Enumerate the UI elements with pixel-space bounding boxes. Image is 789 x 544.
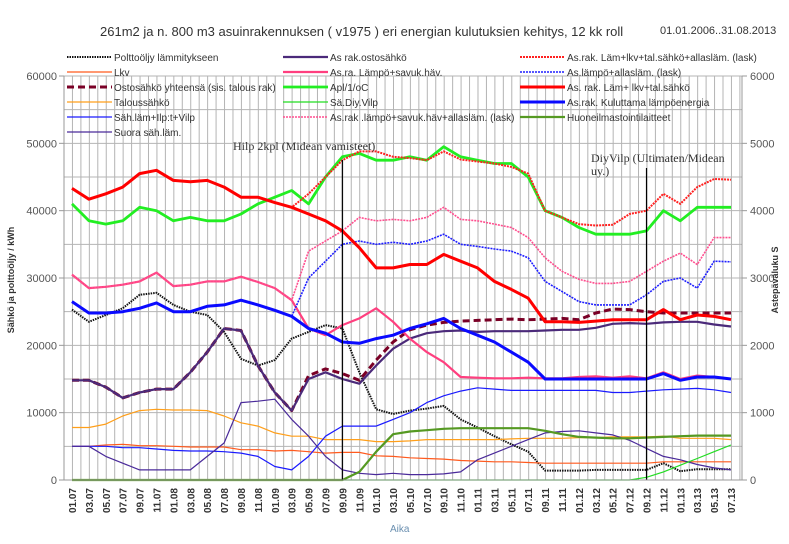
x-tick-label: 09.09 <box>338 488 349 513</box>
legend-label: As.ra. Lämpö+savuk.häv. <box>330 68 442 79</box>
legend-label: As. rak. Läm+ lkv+tal.sähkö <box>567 83 690 94</box>
y-tick-label: 60000 <box>26 71 57 83</box>
y2-tick-label: 3000 <box>750 273 774 285</box>
x-tick-label: 05.08 <box>203 488 214 513</box>
series-line <box>71 150 732 227</box>
x-axis-label: Aika <box>390 524 410 535</box>
annotation-text: Hilp 2kpl (Midean vamisteet) <box>233 139 375 153</box>
x-tick-label: 11.12 <box>659 488 670 513</box>
legend-label: Suora säh.läm. <box>114 128 181 139</box>
legend: Polttoöljy lämmitykseen Lkv Ostosähkö yhte… <box>67 53 757 139</box>
legend-label: Lkv <box>114 68 130 79</box>
x-tick-label: 05.11 <box>507 488 518 513</box>
x-tick-label: 05.13 <box>710 488 721 513</box>
x-tick-label: 09.12 <box>643 488 654 513</box>
legend-label: Ostosähkö yhteensä (sis. talous rak) <box>114 83 276 94</box>
legend-label: Taloussähkö <box>114 98 170 109</box>
x-tick-label: 01.09 <box>271 488 282 513</box>
x-tick-label: 11.10 <box>457 488 468 513</box>
annotations: Hilp 2kpl (Midean vamisteet) DiyVilp (Ult… <box>233 139 725 480</box>
series-line <box>72 307 731 413</box>
y-axis-label: Sähkö ja polttoöljy / kWh <box>6 227 16 334</box>
legend-label: Apl/1/oC <box>330 83 368 94</box>
x-tick-label: 05.12 <box>609 488 620 513</box>
y-tick-label: 0 <box>51 475 57 487</box>
legend-label: As.lämpö+allasläm. (lask) <box>567 68 681 79</box>
y2-tick-label: 5000 <box>750 138 774 150</box>
x-tick-label: 01.07 <box>68 488 79 513</box>
series-line <box>71 145 731 236</box>
annotation-text: DiyVilp (Ultimaten/Midean <box>591 151 725 165</box>
legend-label: As.rak. Läm+lkv+tal.sähkö+allasläm. (las… <box>567 53 757 64</box>
x-tick-label: 01.12 <box>575 488 586 513</box>
x-tick-label: 09.10 <box>440 488 451 513</box>
legend-label: Säh.läm+Ilp:t+Vilp <box>114 113 195 124</box>
series-line <box>71 233 732 318</box>
grid <box>63 75 742 481</box>
chart-title: 261m2 ja n. 800 m3 asuinrakennuksen ( v1… <box>100 24 623 39</box>
x-tick-label: 05.10 <box>406 488 417 513</box>
x-tick-label: 07.07 <box>119 488 130 513</box>
date-range: 01.01.2006..31.08.2013 <box>660 25 776 37</box>
y-tick-label: 10000 <box>26 408 57 420</box>
series-line <box>71 298 732 382</box>
legend-label: Sä.Diy.Vilp <box>330 98 378 109</box>
x-tick-label: 07.09 <box>321 488 332 513</box>
annotation-text: uy.) <box>591 164 609 178</box>
x-tick-label: 03.13 <box>693 488 704 513</box>
legend-label: As.rak .lämpö+savuk.häv+allasläm. (lask) <box>330 113 515 124</box>
x-tick-label: 03.10 <box>389 488 400 513</box>
y-tick-label: 30000 <box>26 273 57 285</box>
x-tick-label: 07.08 <box>220 488 231 513</box>
legend-label: As rak.ostosähkö <box>330 53 407 64</box>
y2-tick-label: 6000 <box>750 71 774 83</box>
x-tick-label: 03.12 <box>592 488 603 513</box>
x-tick-label: 11.08 <box>254 488 265 513</box>
x-tick-label: 01.13 <box>676 488 687 513</box>
y2-tick-label: 2000 <box>750 340 774 352</box>
y-tick-label: 40000 <box>26 206 57 218</box>
series-line <box>72 320 732 412</box>
series-line <box>72 443 731 464</box>
y2-tick-label: 1000 <box>750 408 774 420</box>
y2-axis-label: Astepäväluku S <box>770 246 780 313</box>
y-tick-label: 50000 <box>26 138 57 150</box>
legend-label: Huoneilmastointilaitteet <box>567 113 671 124</box>
x-tick-label: 09.11 <box>541 488 552 513</box>
series-line <box>72 408 732 443</box>
axes: 0 10000 20000 30000 40000 50000 60000 0 1000 2000… <box>26 71 774 513</box>
x-tick-label: 11.07 <box>152 488 163 513</box>
x-tick-label: 07.12 <box>626 488 637 513</box>
x-tick-label: 07.13 <box>727 488 738 513</box>
y2-tick-label: 4000 <box>750 206 774 218</box>
x-tick-label: 05.09 <box>305 488 316 513</box>
x-tick-label: 01.11 <box>474 488 485 513</box>
x-tick-label: 03.09 <box>288 488 299 513</box>
x-tick-label: 03.08 <box>186 488 197 513</box>
series-line <box>71 168 732 324</box>
series-line <box>71 206 731 302</box>
y2-tick-label: 0 <box>750 475 756 487</box>
x-tick-label: 11.11 <box>558 488 569 512</box>
x-tick-label: 09.08 <box>237 488 248 513</box>
x-tick-label: 03.07 <box>85 488 96 513</box>
series-line <box>71 291 731 473</box>
x-tick-label: 07.10 <box>423 488 434 513</box>
legend-label: As.rak. Kuluttama lämpöenergia <box>567 98 710 109</box>
x-tick-label: 03.11 <box>490 488 501 513</box>
y-tick-label: 20000 <box>26 340 57 352</box>
x-tick-label: 01.10 <box>372 488 383 513</box>
x-tick-label: 09.07 <box>136 488 147 513</box>
x-tick-label: 05.07 <box>102 488 113 513</box>
x-tick-label: 07.11 <box>524 488 535 513</box>
x-tick-label: 11.09 <box>355 488 366 513</box>
legend-label: Polttoöljy lämmitykseen <box>114 53 218 64</box>
x-tick-label: 01.08 <box>169 488 180 513</box>
series-line <box>72 387 732 471</box>
